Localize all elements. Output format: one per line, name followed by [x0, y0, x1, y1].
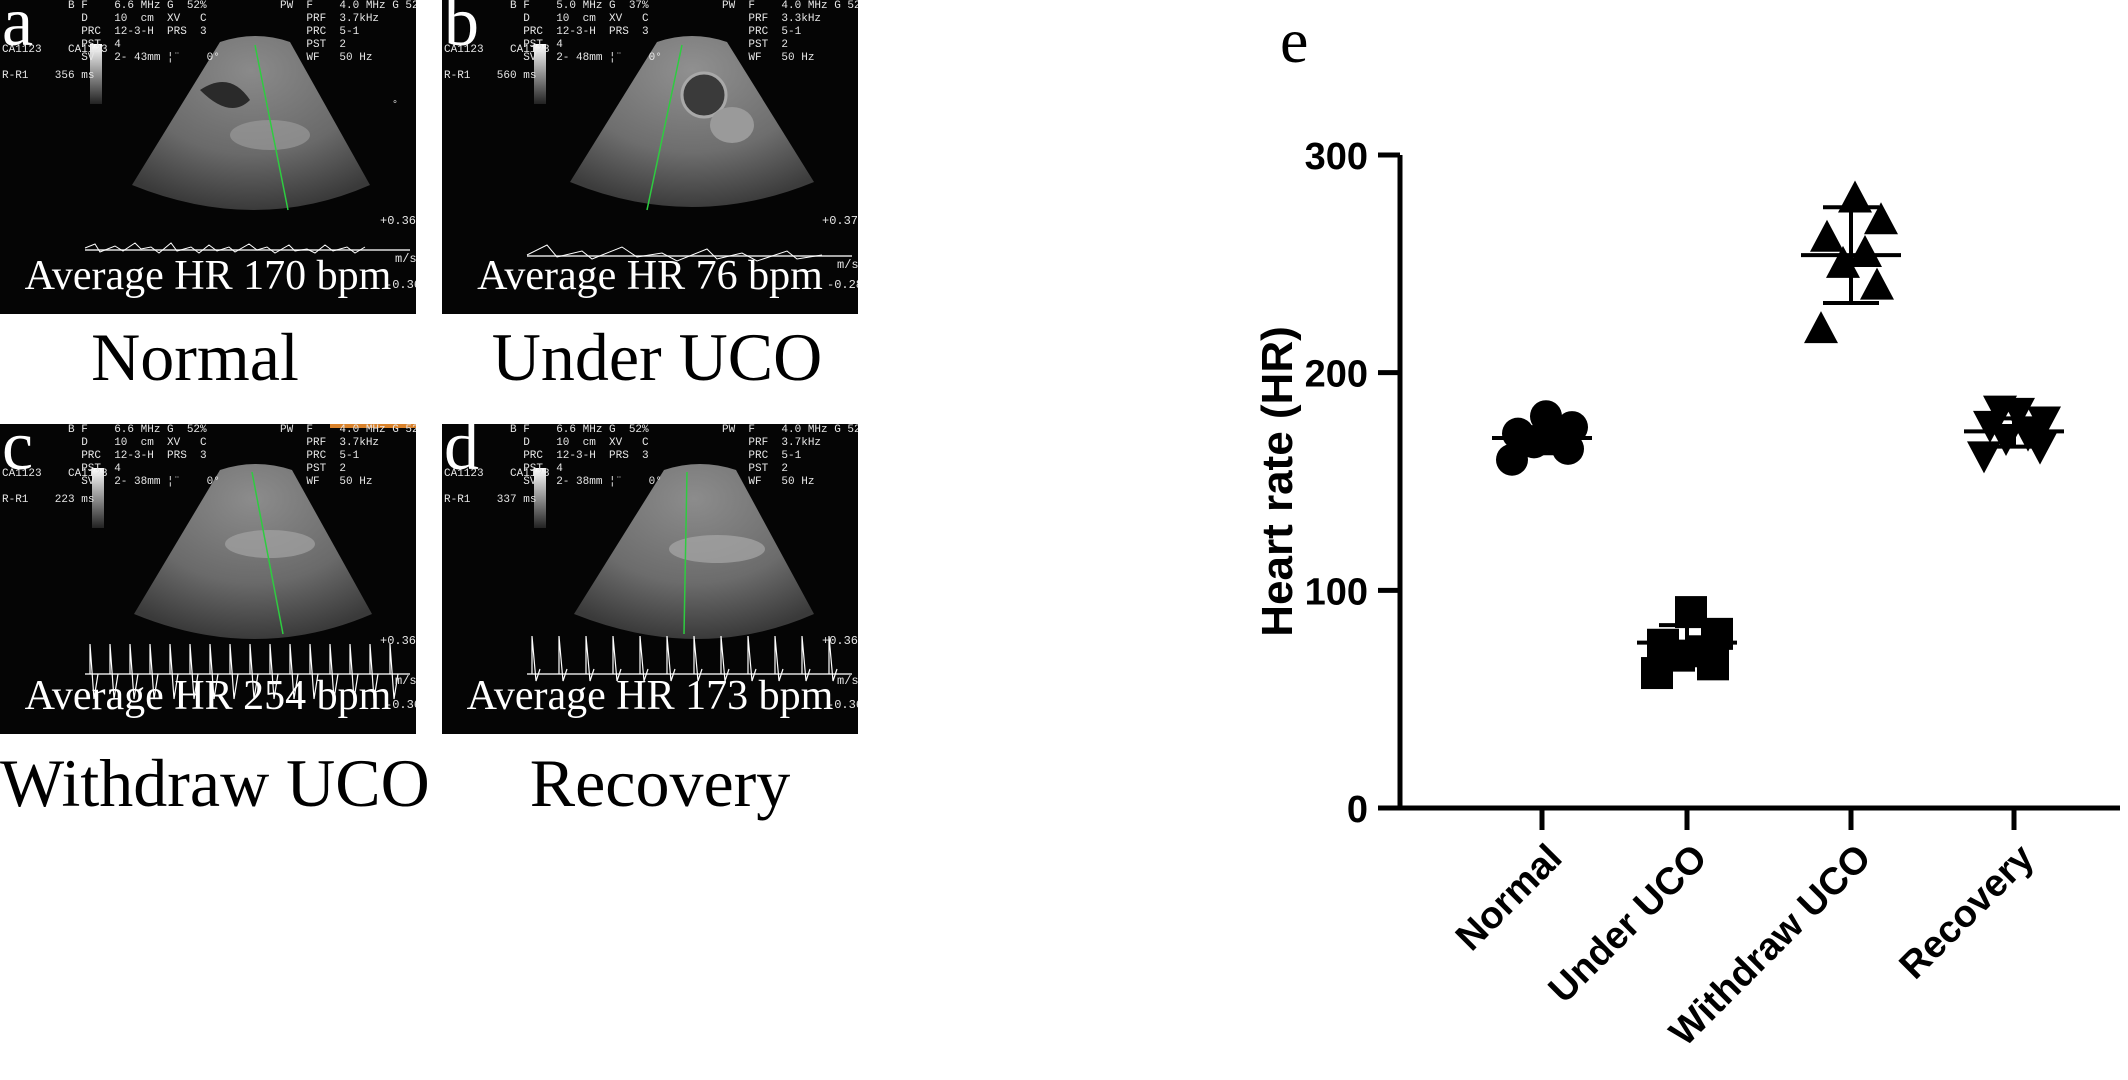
- header-right-b: PW F 4.0 MHz G 52% PRF 3.3kHz PRC 5-1 PS…: [722, 0, 858, 64]
- ultrasound-image-d: [527, 464, 852, 682]
- doppler-trace-c: [89, 643, 399, 700]
- caption-a: Normal: [91, 319, 299, 395]
- header-left-a: B F 6.6 MHz G 52% D 10 cm XV C PRC 12-3-…: [68, 0, 220, 64]
- scale-top-d: +0.36: [822, 634, 858, 648]
- ultrasound-image-c: [85, 424, 416, 700]
- scale-bottom-a: -0.36: [385, 278, 416, 292]
- scale-top-a: +0.36: [380, 214, 416, 228]
- average-hr-text-c: Average HR 254 bpm: [24, 673, 392, 719]
- ultrasound-image-a: °: [84, 36, 410, 254]
- panel-letter-e: e: [1280, 5, 1309, 76]
- rr-label-d: R-R1 337 ms: [444, 494, 537, 506]
- ultrasound-panel-c: B F 6.6 MHz G 52% D 10 cm XV C PRC 12-3-…: [0, 424, 416, 734]
- unit-d: m/s: [837, 674, 858, 688]
- header-left-b: B F 5.0 MHz G 37% D 10 cm XV C PRC 12-3-…: [510, 0, 662, 64]
- probe-label-d: CA1123 CA1123: [444, 468, 550, 480]
- data-point-3-4: [1848, 234, 1882, 267]
- data-point-4-6: [2027, 406, 2061, 439]
- rr-label-b: R-R1 560 ms: [444, 70, 537, 82]
- data-point-4-1: [1967, 441, 2001, 474]
- panel-letter-c: c: [2, 424, 34, 485]
- ultrasound-panel-a: ° B F 6.6 MHz G 52% D 10 cm XV C PRC 12-…: [0, 0, 416, 314]
- data-point-3-7: [1838, 180, 1872, 213]
- caption-c: Withdraw UCO: [0, 745, 430, 821]
- panel-letter-a: a: [2, 0, 34, 61]
- ultrasound-panel-b: B F 5.0 MHz G 37% D 10 cm XV C PRC 12-3-…: [442, 0, 858, 314]
- y-tick-label-100: 100: [1305, 571, 1368, 613]
- y-axis-label: Heart rate (HR): [1253, 326, 1302, 637]
- data-point-3-5: [1810, 219, 1844, 252]
- y-tick-label-300: 300: [1305, 136, 1368, 178]
- header-left-c: B F 6.6 MHz G 52% D 10 cm XV C PRC 12-3-…: [68, 424, 220, 488]
- y-tick-label-200: 200: [1305, 354, 1368, 396]
- data-point-1-5: [1502, 417, 1534, 450]
- scale-bottom-b: -0.28: [827, 278, 858, 292]
- probe-label-c: CA1123 CA1123: [2, 468, 108, 480]
- data-point-1-7: [1530, 400, 1562, 433]
- panel-letter-d: d: [444, 424, 479, 485]
- unit-c: m/s: [395, 674, 416, 688]
- data-point-1-6: [1556, 411, 1588, 444]
- doppler-trace-a: [84, 242, 366, 254]
- doppler-trace-d: [531, 635, 838, 682]
- doppler-trace-b: [526, 244, 823, 262]
- average-hr-text-b: Average HR 76 bpm: [477, 253, 823, 299]
- svg-text:°: °: [392, 99, 398, 111]
- unit-b: m/s: [837, 258, 858, 272]
- probe-label-a: CA1123 CA1123: [2, 44, 108, 56]
- scale-bottom-d: -0.36: [827, 698, 858, 712]
- ultrasound-panel-d: B F 6.6 MHz G 52% D 10 cm XV C PRC 12-3-…: [442, 424, 858, 734]
- rr-label-c: R-R1 223 ms: [2, 494, 95, 506]
- data-point-3-2: [1860, 267, 1894, 300]
- probe-label-b: CA1123 CA1123: [444, 44, 550, 56]
- data-point-3-6: [1864, 202, 1898, 235]
- data-point-2-7: [1675, 596, 1707, 629]
- ultrasound-image-b: [526, 36, 852, 262]
- scale-top-b: +0.37: [822, 214, 858, 228]
- header-left-d: B F 6.6 MHz G 52% D 10 cm XV C PRC 12-3-…: [510, 424, 662, 488]
- caption-b: Under UCO: [491, 319, 823, 395]
- data-point-4-4: [2011, 419, 2045, 452]
- header-right-c: PW F 4.0 MHz G 52% PRF 3.7kHz PRC 5-1 PS…: [280, 424, 416, 488]
- caption-d: Recovery: [529, 745, 791, 821]
- header-right-a: PW F 4.0 MHz G 52% PRF 3.7kHz PRC 5-1 PS…: [280, 0, 416, 64]
- x-tick-label-1: Normal: [1448, 837, 1570, 959]
- unit-a: m/s: [395, 252, 416, 266]
- data-point-4-8: [1983, 395, 2017, 428]
- header-right-d: PW F 4.0 MHz G 52% PRF 3.7kHz PRC 5-1 PS…: [722, 424, 858, 488]
- rr-label-a: R-R1 356 ms: [2, 70, 95, 82]
- y-tick-label-0: 0: [1347, 789, 1368, 831]
- average-hr-text-d: Average HR 173 bpm: [466, 673, 834, 719]
- x-tick-label-2: Under UCO: [1541, 837, 1716, 1012]
- average-hr-text-a: Average HR 170 bpm: [24, 253, 392, 299]
- x-tick-label-4: Recovery: [1892, 837, 2043, 988]
- scale-bottom-c: -0.36: [385, 698, 416, 712]
- data-point-3-1: [1804, 311, 1838, 344]
- scale-top-c: +0.36: [380, 634, 416, 648]
- panel-letter-b: b: [444, 0, 479, 61]
